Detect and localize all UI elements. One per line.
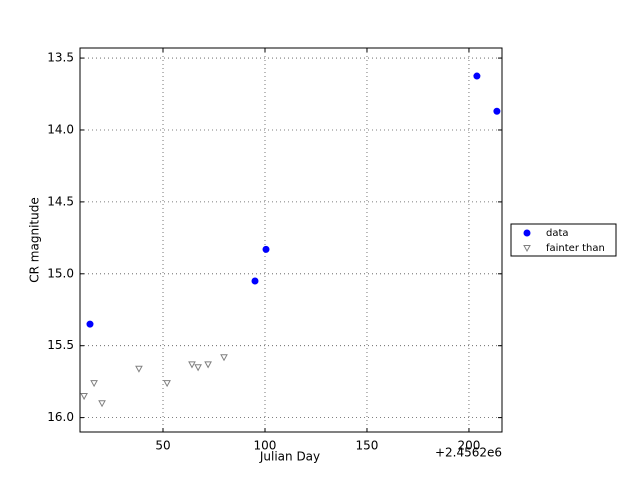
x-tick-label: 150 xyxy=(356,439,379,453)
y-tick-label: 14.0 xyxy=(47,122,74,136)
point xyxy=(194,364,202,372)
point xyxy=(493,107,501,115)
legend-marker xyxy=(523,245,531,253)
y-axis-label: CR magnitude xyxy=(28,197,42,282)
x-tick-label: 50 xyxy=(155,439,170,453)
legend-label: data xyxy=(546,228,569,239)
point xyxy=(98,400,106,408)
point xyxy=(163,380,171,388)
y-tick-label: 16.0 xyxy=(47,410,74,424)
legend-label: fainter than xyxy=(546,243,605,254)
plot-frame xyxy=(79,47,503,433)
point xyxy=(204,361,212,369)
x-tick-label: 200 xyxy=(458,439,481,453)
y-tick-label: 15.5 xyxy=(47,338,74,352)
point xyxy=(251,277,259,285)
x-axis-label: Julian Day xyxy=(259,450,320,464)
y-tick-label: 13.5 xyxy=(47,51,74,65)
legend-marker xyxy=(523,229,531,237)
point xyxy=(90,380,98,388)
point xyxy=(220,354,228,362)
point xyxy=(86,320,94,328)
point xyxy=(473,72,481,80)
point xyxy=(262,245,270,253)
point xyxy=(80,393,88,401)
y-tick-label: 14.5 xyxy=(47,194,74,208)
x-tick-label: 100 xyxy=(254,439,277,453)
legend-box xyxy=(510,223,617,257)
x-offset-label: +2.4562e6 xyxy=(435,446,502,460)
y-tick-label: 15.0 xyxy=(47,266,74,280)
point xyxy=(135,365,143,373)
point xyxy=(188,361,196,369)
